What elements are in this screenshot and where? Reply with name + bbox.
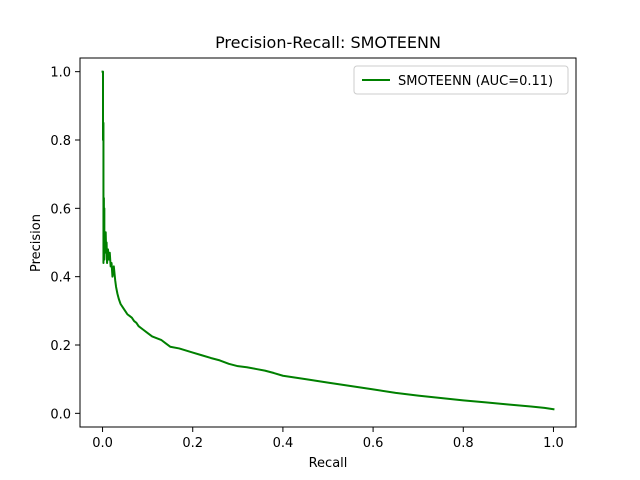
plot-frame [79, 57, 577, 428]
x-tick-label: 0.0 [92, 436, 113, 451]
x-tick-label: 1.0 [543, 436, 564, 451]
x-tick-label: 0.8 [453, 436, 474, 451]
y-axis-label: Precision [29, 214, 44, 272]
y-tick-label: 0.6 [50, 202, 71, 217]
plot-area [101, 70, 555, 411]
legend: SMOTEENN (AUC=0.11) [353, 65, 569, 95]
x-tick-label: 0.2 [182, 436, 203, 451]
x-axis: 0.0 0.2 0.4 0.6 0.8 1.0 [92, 427, 564, 451]
y-tick-label: 0.0 [50, 407, 71, 422]
x-tick-label: 0.6 [363, 436, 384, 451]
x-axis-label: Recall [309, 456, 348, 471]
y-tick-label: 0.2 [50, 339, 71, 354]
y-axis: 0.0 0.2 0.4 0.6 0.8 1.0 [50, 66, 80, 422]
legend-label: SMOTEENN (AUC=0.11) [398, 74, 553, 89]
series-line-0 [101, 70, 555, 411]
legend-box [353, 65, 569, 95]
x-tick-label: 0.4 [273, 436, 294, 451]
y-tick-label: 0.4 [50, 271, 71, 286]
chart-title: Precision-Recall: SMOTEENN [215, 33, 441, 52]
y-tick-label: 0.8 [50, 134, 71, 149]
y-tick-label: 1.0 [50, 66, 71, 81]
